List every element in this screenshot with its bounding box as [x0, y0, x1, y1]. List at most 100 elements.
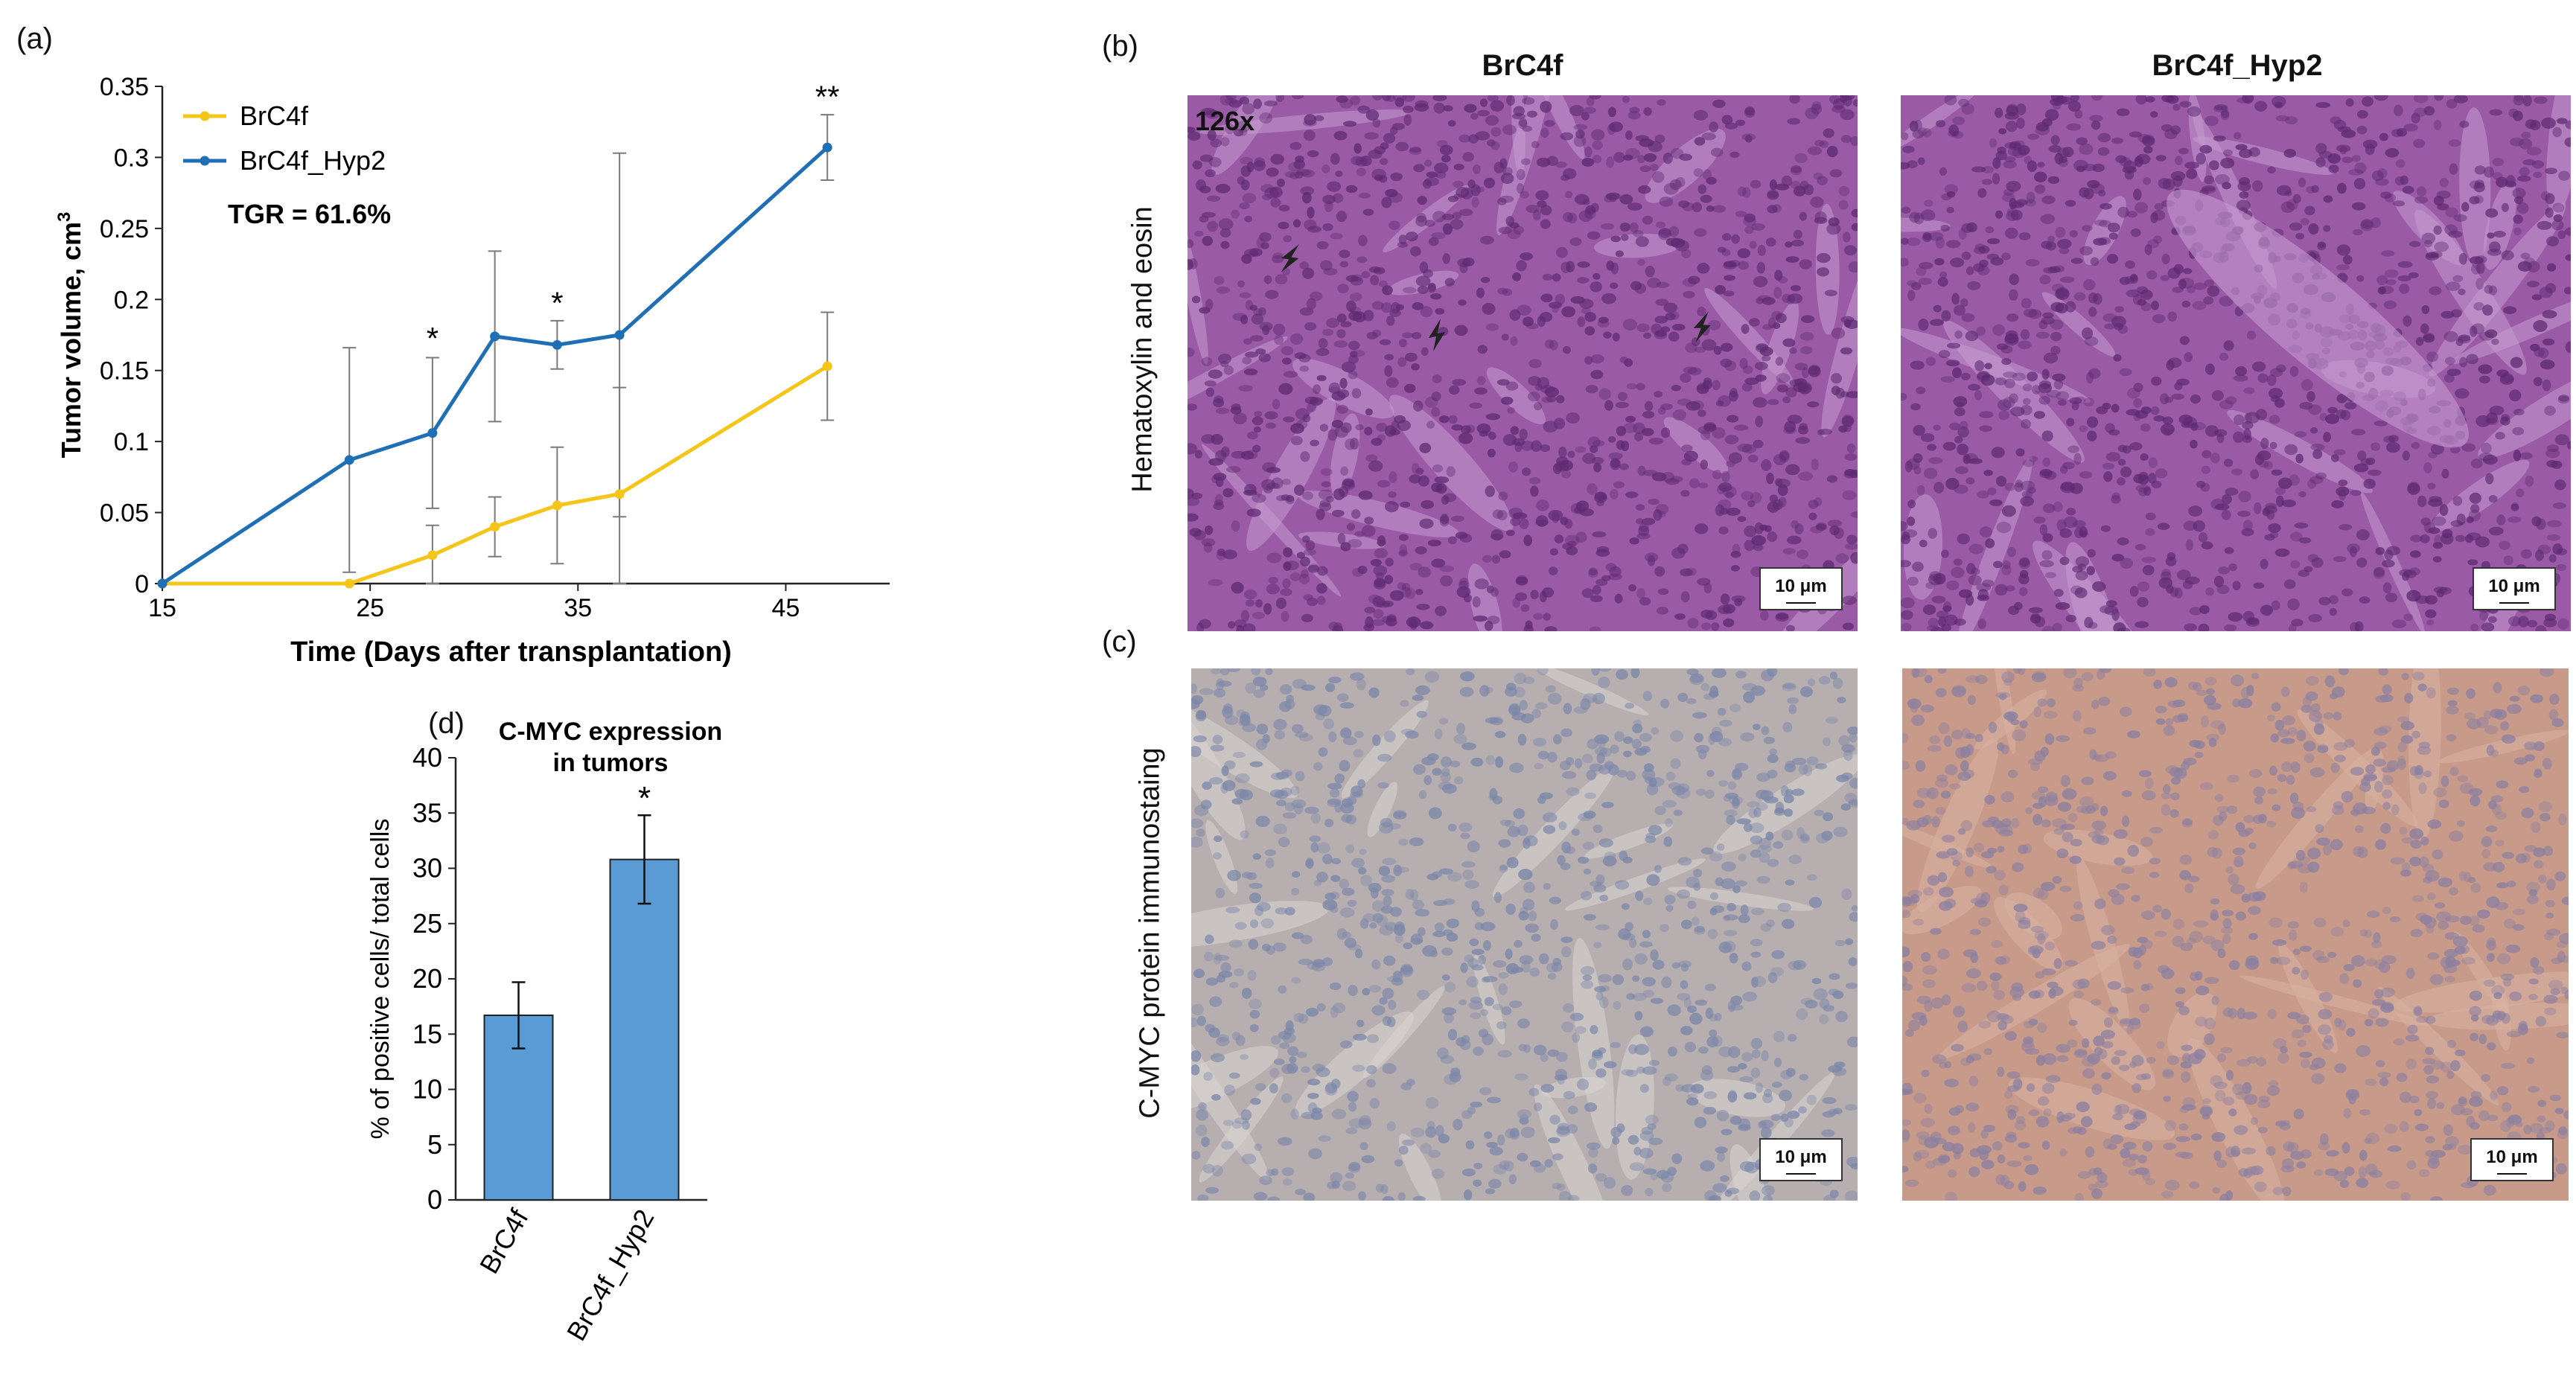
- cell-nucleus: [1464, 880, 1479, 889]
- cell-nucleus: [2022, 397, 2031, 405]
- cell-nucleus: [2405, 1034, 2420, 1042]
- cell-nucleus: [1435, 605, 1447, 616]
- cell-nucleus: [1467, 840, 1480, 853]
- cell-nucleus: [2356, 1178, 2369, 1188]
- cell-nucleus: [1826, 716, 1838, 724]
- cell-nucleus: [2470, 325, 2478, 337]
- cell-nucleus: [1772, 204, 1782, 213]
- cell-nucleus: [2001, 564, 2012, 575]
- cell-nucleus: [1989, 138, 1998, 148]
- cell-nucleus: [1671, 323, 1686, 331]
- cell-nucleus: [2070, 585, 2083, 595]
- cell-nucleus: [2387, 1145, 2402, 1152]
- cell-nucleus: [1237, 176, 1246, 185]
- cell-nucleus: [2023, 1021, 2035, 1029]
- cell-nucleus: [1650, 997, 1664, 1004]
- cell-nucleus: [1909, 121, 1919, 132]
- cell-nucleus: [1952, 367, 1962, 379]
- cell-nucleus: [1840, 347, 1853, 355]
- cell-nucleus: [2407, 482, 2420, 495]
- stroma-streak: [1667, 887, 1814, 911]
- cell-nucleus: [2407, 482, 2420, 493]
- cell-nucleus: [1614, 593, 1623, 604]
- cell-nucleus: [2449, 163, 2458, 175]
- cell-nucleus: [2459, 121, 2470, 128]
- cell-nucleus: [1796, 1008, 1808, 1021]
- cell-nucleus: [1592, 531, 1607, 538]
- cell-nucleus: [1371, 438, 1383, 446]
- cell-nucleus: [2232, 847, 2246, 855]
- arrow-marker-icon: [1693, 311, 1711, 342]
- he-micrograph-brc4f: 126x 10 μm: [1187, 95, 1858, 631]
- cell-nucleus: [1486, 1141, 1499, 1149]
- cell-nucleus: [1767, 971, 1778, 984]
- cell-nucleus: [2438, 921, 2449, 930]
- cell-nucleus: [2006, 313, 2019, 322]
- cell-nucleus: [2333, 741, 2348, 751]
- cell-nucleus: [1712, 205, 1727, 213]
- cell-nucleus: [2140, 910, 2155, 920]
- cell-nucleus: [1670, 758, 1681, 769]
- cell-nucleus: [2545, 899, 2556, 907]
- cell-nucleus: [1193, 735, 1207, 743]
- legend-label: BrC4f: [240, 100, 309, 131]
- cell-nucleus: [1310, 439, 1319, 447]
- cell-nucleus: [2143, 176, 2152, 185]
- cell-nucleus: [2193, 282, 2207, 290]
- he-texture-brc4f-hyp2: [1901, 95, 2571, 631]
- cell-nucleus: [2481, 836, 2493, 847]
- cell-nucleus: [2470, 1014, 2479, 1022]
- stroma-streak: [1542, 1076, 1606, 1099]
- cell-nucleus: [1716, 1109, 1729, 1122]
- cell-nucleus: [1472, 596, 1481, 608]
- cell-nucleus: [2023, 1036, 2034, 1044]
- cell-nucleus: [1252, 444, 1261, 453]
- cell-nucleus: [1405, 231, 1418, 242]
- cell-nucleus: [1567, 1105, 1578, 1114]
- cell-nucleus: [2513, 450, 2522, 462]
- cell-nucleus: [1584, 1102, 1598, 1112]
- cell-nucleus: [2120, 558, 2134, 569]
- cell-nucleus: [2301, 379, 2313, 392]
- cell-nucleus: [2432, 542, 2443, 549]
- cell-nucleus: [1642, 1168, 1657, 1175]
- cell-nucleus: [2232, 698, 2241, 708]
- cell-nucleus: [1274, 729, 1285, 740]
- cell-nucleus: [1720, 878, 1735, 890]
- cell-nucleus: [2175, 1136, 2191, 1143]
- cell-nucleus: [1551, 304, 1560, 313]
- cell-nucleus: [1619, 356, 1629, 364]
- cell-nucleus: [1607, 106, 1616, 118]
- cell-nucleus: [1412, 1195, 1426, 1201]
- cell-nucleus: [2072, 979, 2086, 989]
- cell-nucleus: [2352, 979, 2362, 988]
- cell-nucleus: [1721, 249, 1731, 257]
- cell-nucleus: [1473, 1046, 1485, 1056]
- cell-nucleus: [2156, 1041, 2165, 1050]
- cell-nucleus: [1501, 333, 1509, 341]
- cell-nucleus: [2526, 147, 2542, 156]
- cell-nucleus: [1966, 744, 1974, 756]
- cell-nucleus: [2027, 946, 2036, 955]
- cell-nucleus: [1528, 1088, 1540, 1096]
- cell-nucleus: [1517, 824, 1528, 837]
- cell-nucleus: [1782, 919, 1795, 929]
- cell-nucleus: [1976, 326, 1986, 336]
- cell-nucleus: [1399, 543, 1408, 556]
- cell-nucleus: [1846, 1157, 1858, 1167]
- cell-nucleus: [2443, 949, 2458, 958]
- cell-nucleus: [1762, 355, 1771, 362]
- cell-nucleus: [1262, 194, 1272, 201]
- cell-nucleus: [2307, 847, 2321, 860]
- cell-nucleus: [2423, 1064, 2434, 1075]
- cell-nucleus: [2413, 95, 2429, 103]
- cell-nucleus: [2516, 202, 2529, 214]
- cell-nucleus: [2111, 137, 2123, 144]
- cell-nucleus: [1220, 137, 1230, 147]
- cell-nucleus: [1412, 899, 1424, 910]
- cell-nucleus: [1961, 252, 1971, 261]
- cell-nucleus: [1507, 825, 1521, 837]
- cell-nucleus: [1680, 373, 1692, 383]
- cell-nucleus: [1544, 339, 1555, 349]
